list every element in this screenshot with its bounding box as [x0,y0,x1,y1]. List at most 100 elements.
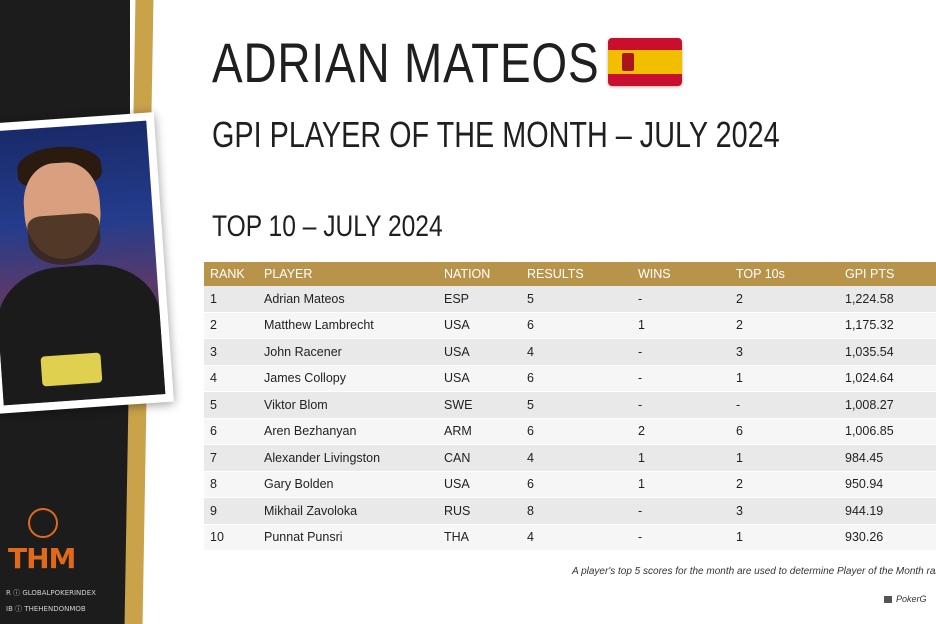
thm-logo: THM [8,508,118,578]
cell-nation: USA [444,338,527,366]
col-nation: NATION [444,262,527,286]
cell-top10s: 3 [736,497,845,525]
col-gpi-pts: GPI PTS [845,262,936,286]
cell-results: 5 [527,286,638,313]
cell-results: 6 [527,471,638,498]
cell-rank: 7 [204,444,264,472]
cell-nation: THA [444,524,527,551]
basketball-icon [28,508,58,538]
cell-top10s: 2 [736,286,845,313]
player-name-title: ADRIAN MATEOS [212,31,600,94]
cell-wins: - [638,524,736,551]
cell-top10s: 1 [736,365,845,392]
cell-player: Punnat Punsri [264,524,444,551]
cell-results: 6 [527,418,638,445]
cell-player: Matthew Lambrecht [264,312,444,339]
cell-top10s: 2 [736,471,845,498]
cell-wins: 1 [638,444,736,472]
cell-rank: 8 [204,471,264,498]
cell-top10s: 1 [736,444,845,472]
cell-nation: USA [444,312,527,339]
cell-top10s: 3 [736,338,845,366]
cell-nation: CAN [444,444,527,472]
cell-gpi-pts: 984.45 [845,444,936,472]
table-row: 5 Viktor Blom SWE 5- -1,008.27 [204,391,936,419]
cell-rank: 10 [204,524,264,551]
cell-top10s: 1 [736,524,845,551]
cell-wins: - [638,391,736,419]
cell-wins: 1 [638,312,736,339]
cell-results: 4 [527,338,638,366]
cell-player: Aren Bezhanyan [264,418,444,445]
cell-results: 4 [527,524,638,551]
cell-rank: 6 [204,418,264,445]
cell-top10s: - [736,391,845,419]
cell-player: Alexander Livingston [264,444,444,472]
cell-gpi-pts: 1,024.64 [845,365,936,392]
flag-emblem [622,53,634,71]
cell-nation: RUS [444,497,527,525]
section-title: TOP 10 – JULY 2024 [212,210,443,243]
cell-wins: 2 [638,418,736,445]
ranking-table: RANK PLAYER NATION RESULTS WINS TOP 10s … [204,262,936,551]
cell-player: James Collopy [264,365,444,392]
col-rank: RANK [204,262,264,286]
cell-top10s: 2 [736,312,845,339]
cell-player: Adrian Mateos [264,286,444,313]
cell-nation: ESP [444,286,527,313]
cell-wins: - [638,286,736,313]
photo-credit: PokerG [896,594,927,604]
cell-rank: 5 [204,391,264,419]
cell-gpi-pts: 1,008.27 [845,391,936,419]
cell-wins: - [638,338,736,366]
cell-results: 6 [527,312,638,339]
logo-text: THM [8,542,76,575]
spain-flag-icon [608,38,682,86]
cell-results: 4 [527,444,638,472]
cell-gpi-pts: 1,006.85 [845,418,936,445]
col-player: PLAYER [264,262,444,286]
cell-player: Viktor Blom [264,391,444,419]
page-subtitle: GPI PLAYER OF THE MONTH – JULY 2024 [212,114,780,155]
cell-nation: USA [444,365,527,392]
table-row: 4 James Collopy USA 6-1 1,024.64 [204,365,936,392]
cell-rank: 4 [204,365,264,392]
table-row: 9 Mikhail Zavoloka RUS 8-3 944.19 [204,497,936,525]
footnote: A player's top 5 scores for the month ar… [572,566,936,577]
cell-rank: 9 [204,497,264,525]
table-row: 8 Gary Bolden USA 6 1 2 950.94 [204,471,936,498]
cell-gpi-pts: 950.94 [845,471,936,498]
cell-gpi-pts: 1,175.32 [845,312,936,339]
table-row: 3 John Racener USA 4-3 1,035.54 [204,338,936,366]
cell-nation: USA [444,471,527,498]
cell-player: Mikhail Zavoloka [264,497,444,525]
cell-rank: 1 [204,286,264,313]
player-photo-frame [0,112,174,414]
cell-wins: - [638,497,736,525]
cell-nation: ARM [444,418,527,445]
cell-results: 6 [527,365,638,392]
cell-top10s: 6 [736,418,845,445]
table-row: 2 Matthew Lambrecht USA 6 1 2 1,175.32 [204,312,936,339]
col-results: RESULTS [527,262,638,286]
table-row: 7 Alexander Livingston CAN 4 1 1 984.45 [204,444,936,472]
table-row: 6 Aren Bezhanyan ARM 6 2 6 1,006.85 [204,418,936,445]
cell-rank: 2 [204,312,264,339]
cell-results: 8 [527,497,638,525]
table-row: 1 Adrian Mateos ESP 5-2 1,224.58 [204,286,936,313]
photo-beard [26,212,103,268]
table-row: 10 Punnat Punsri THA 4-1 930.26 [204,524,936,551]
cell-wins: 1 [638,471,736,498]
col-top10s: TOP 10s [736,262,845,286]
photo-chips [40,352,103,387]
col-wins: WINS [638,262,736,286]
cell-player: Gary Bolden [264,471,444,498]
player-photo [0,120,166,406]
cell-gpi-pts: 1,035.54 [845,338,936,366]
cell-gpi-pts: 944.19 [845,497,936,525]
cell-rank: 3 [204,338,264,366]
table-header-row: RANK PLAYER NATION RESULTS WINS TOP 10s … [204,262,936,286]
cell-player: John Racener [264,338,444,366]
cell-wins: - [638,365,736,392]
cell-gpi-pts: 930.26 [845,524,936,551]
